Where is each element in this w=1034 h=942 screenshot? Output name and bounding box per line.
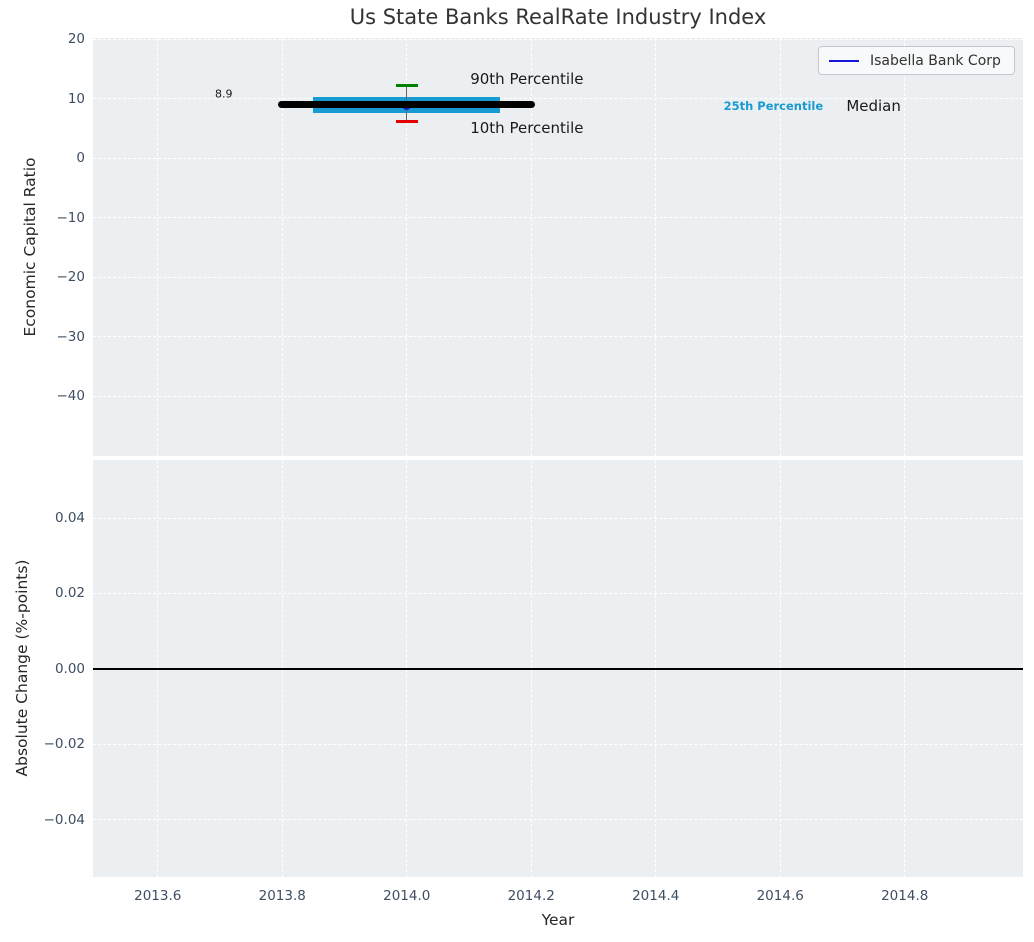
x-tick-label: 2013.8 (258, 888, 306, 904)
vertical-gridline (779, 38, 781, 456)
x-tick-label: 2014.0 (383, 888, 431, 904)
y-tick-label: 0.02 (54, 585, 85, 602)
horizontal-gridline (93, 217, 1023, 219)
legend: Isabella Bank Corp (818, 46, 1015, 75)
annotation-25th-percentile: 25th Percentile (723, 99, 824, 114)
horizontal-gridline (93, 592, 1023, 594)
vertical-gridline (157, 38, 159, 456)
y-tick-label: −20 (56, 269, 86, 286)
horizontal-gridline (93, 517, 1023, 519)
y-tick-label: −40 (56, 388, 86, 405)
y-axis-label-top: Economic Capital Ratio (21, 157, 39, 337)
x-tick-label: 2014.6 (756, 888, 804, 904)
horizontal-gridline (93, 819, 1023, 821)
annotation-10th-percentile: 10th Percentile (470, 119, 584, 138)
legend-line-sample (829, 59, 859, 62)
horizontal-gridline (93, 336, 1023, 338)
horizontal-gridline (93, 157, 1023, 159)
x-tick-label: 2013.6 (134, 888, 182, 904)
x-axis-label: Year (541, 911, 575, 929)
x-tick-label: 2014.2 (507, 888, 555, 904)
vertical-gridline (904, 38, 906, 456)
bottom-plot-area (93, 460, 1023, 877)
horizontal-gridline (93, 395, 1023, 397)
vertical-gridline (281, 38, 283, 456)
y-tick-label: −30 (56, 328, 86, 345)
vertical-gridline (406, 38, 408, 456)
legend-label: Isabella Bank Corp (870, 52, 1001, 69)
annotation-median: Median (846, 97, 901, 116)
y-tick-label: −0.02 (43, 736, 85, 753)
top-plot-area: 8.9 90th Percentile 10th Percentile 25th Pe… (93, 38, 1023, 456)
x-tick-label: 2014.4 (632, 888, 680, 904)
annotation-8-9: 8.9 (214, 87, 233, 101)
y-tick-label: 20 (67, 31, 85, 48)
y-tick-label: 0.04 (54, 510, 85, 527)
y-tick-label: 0 (76, 150, 85, 167)
p90-cap (395, 84, 418, 88)
median-line (278, 101, 536, 109)
horizontal-gridline (93, 743, 1023, 745)
y-tick-label: 0.00 (54, 660, 85, 677)
x-tick-label: 2014.8 (881, 888, 929, 904)
zero-line (93, 668, 1023, 670)
p10-cap (395, 119, 418, 123)
horizontal-gridline (93, 98, 1023, 100)
annotation-90th-percentile: 90th Percentile (470, 69, 584, 88)
y-tick-label: −10 (56, 209, 86, 226)
vertical-gridline (655, 38, 657, 456)
y-tick-label: 10 (67, 90, 85, 107)
y-tick-label: −0.04 (43, 811, 85, 828)
horizontal-gridline (93, 38, 1023, 40)
chart-title: Us State Banks RealRate Industry Index (349, 5, 767, 29)
horizontal-gridline (93, 276, 1023, 278)
vertical-gridline (530, 38, 532, 456)
